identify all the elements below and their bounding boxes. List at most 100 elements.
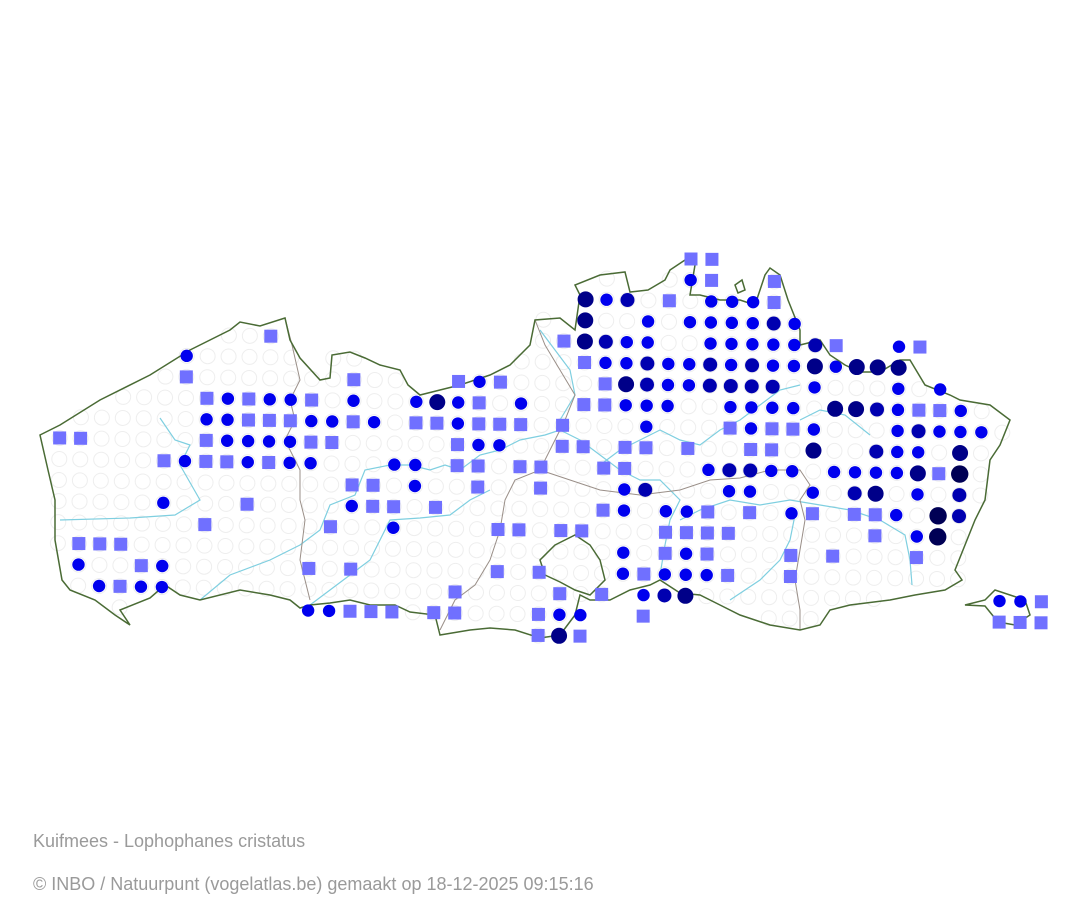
empty-grid-cell — [661, 292, 678, 309]
empty-grid-cell — [365, 477, 382, 494]
empty-grid-cell — [92, 493, 109, 510]
square-marker — [241, 413, 255, 427]
circle-marker-m — [598, 334, 613, 349]
empty-grid-cell — [471, 373, 488, 390]
empty-grid-cell — [802, 610, 819, 627]
square-marker — [658, 546, 672, 560]
empty-grid-cell — [133, 536, 150, 553]
empty-grid-cell — [405, 541, 422, 558]
empty-grid-cell — [636, 523, 653, 540]
empty-grid-cell — [513, 374, 530, 391]
empty-grid-cell — [280, 539, 297, 556]
empty-grid-cell — [723, 356, 740, 373]
empty-grid-cell — [679, 461, 696, 478]
empty-grid-cell — [785, 358, 802, 374]
circle-marker-b — [451, 417, 465, 430]
empty-grid-cell — [887, 528, 904, 545]
empty-grid-cell — [760, 610, 777, 627]
empty-grid-cell — [279, 560, 296, 577]
square-marker — [242, 392, 256, 406]
empty-grid-cell — [868, 422, 885, 439]
empty-grid-cell — [156, 431, 173, 448]
empty-grid-cell — [805, 421, 822, 438]
square-marker — [490, 565, 504, 579]
empty-grid-cell — [845, 548, 862, 565]
empty-grid-cell — [682, 293, 699, 310]
empty-grid-cell — [238, 517, 255, 534]
empty-grid-cell — [133, 557, 150, 574]
empty-grid-cell — [803, 547, 820, 564]
empty-grid-cell — [803, 589, 820, 606]
empty-grid-cell — [534, 374, 551, 391]
square-marker — [723, 421, 737, 435]
empty-grid-cell — [365, 456, 382, 473]
circle-marker-b — [410, 395, 423, 408]
empty-grid-cell — [198, 390, 215, 407]
empty-grid-cell — [322, 497, 339, 514]
circle-marker-b — [745, 401, 758, 414]
empty-grid-cell — [552, 543, 569, 560]
empty-grid-cell — [888, 486, 905, 503]
empty-grid-cell — [951, 508, 968, 525]
empty-grid-cell — [241, 327, 258, 344]
empty-grid-cell — [721, 462, 738, 479]
empty-grid-cell — [661, 313, 678, 330]
square-marker — [1034, 595, 1048, 609]
circle-marker-d — [909, 465, 926, 482]
empty-grid-cell — [218, 453, 235, 470]
square-marker — [598, 398, 612, 412]
circle-marker-b — [262, 435, 276, 448]
square-marker — [556, 418, 570, 432]
empty-grid-cell — [952, 423, 969, 440]
square-marker — [513, 460, 527, 474]
empty-grid-cell — [154, 558, 171, 574]
empty-grid-cell — [468, 563, 485, 580]
empty-grid-cell — [845, 569, 862, 586]
empty-grid-cell — [240, 391, 257, 407]
empty-grid-cell — [658, 461, 675, 478]
circle-marker-b — [891, 403, 905, 417]
square-marker — [721, 526, 735, 540]
empty-grid-cell — [700, 440, 717, 457]
empty-grid-cell — [70, 556, 87, 573]
square-marker — [577, 398, 591, 412]
circle-marker-b — [891, 445, 904, 459]
flanders-border — [39, 259, 1011, 639]
square-marker — [345, 478, 359, 492]
empty-grid-cell — [303, 392, 320, 409]
empty-grid-cell — [638, 418, 655, 435]
empty-grid-cell — [199, 369, 216, 386]
empty-grid-cell — [702, 314, 719, 331]
empty-grid-cell — [219, 411, 236, 428]
circle-marker-m — [745, 358, 760, 373]
empty-grid-cell — [844, 590, 861, 607]
empty-grid-cell — [617, 439, 634, 456]
empty-grid-cell — [552, 522, 569, 539]
empty-grid-cell — [343, 540, 360, 557]
empty-grid-cell — [322, 518, 339, 535]
empty-grid-cell — [405, 562, 422, 579]
circle-marker-d — [551, 627, 568, 644]
empty-grid-cell — [93, 430, 110, 447]
empty-grid-cell — [866, 569, 883, 586]
empty-grid-cell — [594, 544, 611, 561]
empty-grid-cell — [742, 441, 759, 458]
empty-grid-cell — [908, 528, 925, 545]
empty-grid-cell — [701, 398, 718, 415]
empty-grid-cell — [532, 480, 549, 497]
circle-marker-b — [684, 273, 697, 287]
circle-marker-b — [241, 434, 255, 448]
empty-grid-cell — [50, 514, 67, 531]
square-marker — [992, 615, 1006, 629]
square-marker — [684, 252, 698, 266]
square-marker — [1013, 615, 1027, 629]
circle-marker-b — [618, 483, 631, 496]
empty-grid-cell — [763, 462, 780, 479]
circle-marker-m — [638, 482, 653, 497]
empty-grid-cell — [929, 549, 946, 566]
empty-grid-cell — [555, 333, 572, 350]
circle-marker-b — [72, 558, 85, 571]
empty-grid-cell — [154, 536, 171, 553]
empty-grid-cell — [113, 494, 130, 511]
circle-marker-b — [765, 464, 778, 478]
